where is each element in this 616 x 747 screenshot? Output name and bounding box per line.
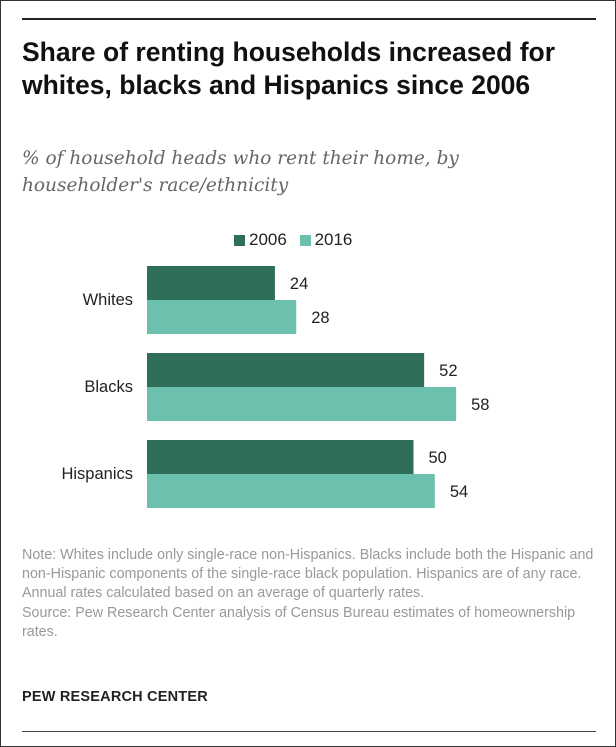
legend-item-2016: 2016: [299, 230, 353, 250]
bar-whites-2006: [147, 266, 275, 300]
legend-swatch-2016: [299, 234, 311, 246]
bar-blacks-2016: [147, 387, 457, 421]
data-label-whites-2006: 24: [290, 275, 308, 293]
chart-notes: Note: Whites include only single-race no…: [22, 546, 602, 642]
bar-hispanics-2006: [147, 440, 414, 474]
bar-blacks-2006: [147, 353, 425, 387]
chart-title: Share of renting households increased fo…: [22, 37, 556, 100]
chart-subtitle: % of household heads who rent their home…: [22, 148, 459, 196]
data-label-hispanics-2016: 54: [450, 483, 468, 501]
category-label-hispanics: Hispanics: [61, 465, 133, 483]
source-text: Source: Pew Research Center analysis of …: [22, 604, 576, 640]
brand-label: PEW RESEARCH CENTER: [22, 689, 208, 705]
bar-whites-2016: [147, 300, 297, 334]
legend-swatch-2006: [234, 234, 245, 246]
legend-label-2006: 2006: [249, 230, 287, 249]
bottom-rule: [22, 731, 596, 732]
data-label-hispanics-2006: 50: [429, 449, 447, 467]
data-label-whites-2016: 28: [311, 309, 329, 327]
data-label-blacks-2006: 52: [439, 362, 457, 380]
category-label-blacks: Blacks: [84, 378, 133, 396]
category-label-whites: Whites: [83, 291, 133, 309]
legend: 2006 2016: [234, 230, 360, 252]
legend-label-2016: 2016: [314, 230, 353, 249]
bar-hispanics-2016: [147, 474, 435, 508]
top-rule: [22, 18, 596, 20]
note-text: Note: Whites include only single-race no…: [22, 547, 594, 602]
legend-item-2006: 2006: [234, 230, 287, 250]
data-label-blacks-2016: 58: [471, 396, 489, 414]
